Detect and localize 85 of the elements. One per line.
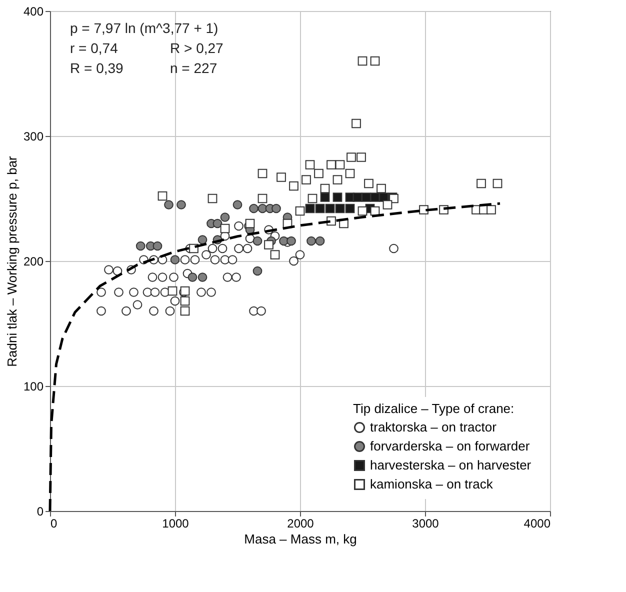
y-tick-label: 0 bbox=[36, 504, 44, 518]
x-tick-label: 0 bbox=[50, 516, 58, 530]
point bbox=[335, 160, 345, 170]
y-tick-label: 200 bbox=[23, 254, 44, 268]
point bbox=[272, 204, 281, 214]
x-tick-label: 4000 bbox=[524, 516, 551, 530]
point bbox=[382, 200, 392, 210]
point bbox=[346, 152, 356, 162]
point bbox=[198, 272, 208, 282]
point bbox=[335, 204, 345, 214]
point bbox=[419, 205, 428, 214]
point bbox=[258, 168, 268, 178]
point bbox=[220, 212, 230, 222]
point bbox=[315, 204, 325, 214]
point bbox=[289, 181, 298, 191]
point bbox=[352, 118, 361, 128]
point bbox=[164, 200, 174, 210]
point bbox=[176, 200, 186, 210]
point bbox=[332, 192, 342, 202]
point bbox=[320, 184, 330, 194]
point bbox=[370, 192, 380, 202]
point bbox=[315, 236, 325, 246]
point bbox=[188, 272, 198, 282]
point bbox=[180, 296, 190, 306]
point bbox=[364, 178, 374, 188]
point bbox=[325, 204, 335, 214]
y-tick-label: 100 bbox=[23, 380, 44, 394]
legend-label: kamionska – on track bbox=[370, 476, 494, 492]
point bbox=[320, 192, 330, 202]
point bbox=[208, 194, 218, 204]
annotation: p = 7,97 ln (m^3,77 + 1) bbox=[70, 20, 218, 36]
point bbox=[232, 200, 242, 210]
point bbox=[302, 175, 311, 184]
point bbox=[170, 255, 180, 264]
point bbox=[358, 56, 368, 66]
point bbox=[352, 192, 362, 202]
point bbox=[276, 172, 286, 182]
point bbox=[180, 306, 190, 316]
point bbox=[476, 178, 486, 188]
legend-label: forvarderska – on forwarder bbox=[370, 438, 530, 454]
point bbox=[356, 152, 366, 162]
y-tick-label: 400 bbox=[23, 4, 44, 18]
y-tick-label: 300 bbox=[23, 130, 44, 144]
point bbox=[492, 178, 502, 188]
y-axis-title: Radni tlak – Working pressure p, bar bbox=[4, 155, 20, 367]
point bbox=[306, 236, 316, 246]
point bbox=[170, 296, 180, 306]
point bbox=[252, 236, 262, 246]
point bbox=[289, 256, 298, 266]
point bbox=[345, 204, 355, 214]
point bbox=[168, 286, 178, 296]
point bbox=[245, 218, 255, 228]
point bbox=[198, 235, 208, 244]
point bbox=[270, 250, 280, 260]
annotation: R > 0,27 bbox=[170, 40, 224, 56]
point bbox=[345, 168, 355, 178]
point bbox=[264, 240, 274, 250]
x-tick-label: 1000 bbox=[162, 516, 190, 530]
legend-label: traktorska – on tractor bbox=[370, 420, 498, 434]
x-tick-label: 3000 bbox=[412, 516, 440, 530]
x-axis-title: Masa – Mass m, kg bbox=[244, 532, 357, 546]
annotation: r = 0,74 bbox=[70, 40, 118, 56]
point bbox=[152, 241, 162, 251]
point bbox=[305, 160, 315, 170]
x-tick-label: 2000 bbox=[287, 516, 314, 530]
point bbox=[332, 175, 342, 184]
point bbox=[258, 194, 268, 204]
point bbox=[220, 224, 230, 234]
point bbox=[305, 204, 315, 214]
point bbox=[136, 241, 146, 251]
point bbox=[308, 194, 318, 204]
point bbox=[212, 218, 222, 228]
point bbox=[158, 191, 168, 201]
point bbox=[358, 206, 368, 216]
legend-label: harvesterska – on harvester bbox=[370, 458, 532, 472]
legend-title: Tip dizalice – Type of crane: bbox=[353, 401, 514, 416]
annotation: n = 227 bbox=[170, 60, 218, 76]
annotation: R = 0,39 bbox=[70, 60, 124, 76]
point bbox=[249, 204, 258, 214]
point bbox=[252, 266, 262, 276]
point bbox=[486, 205, 496, 214]
point bbox=[314, 168, 324, 178]
point bbox=[370, 56, 380, 66]
point bbox=[295, 206, 305, 216]
point bbox=[362, 192, 371, 202]
